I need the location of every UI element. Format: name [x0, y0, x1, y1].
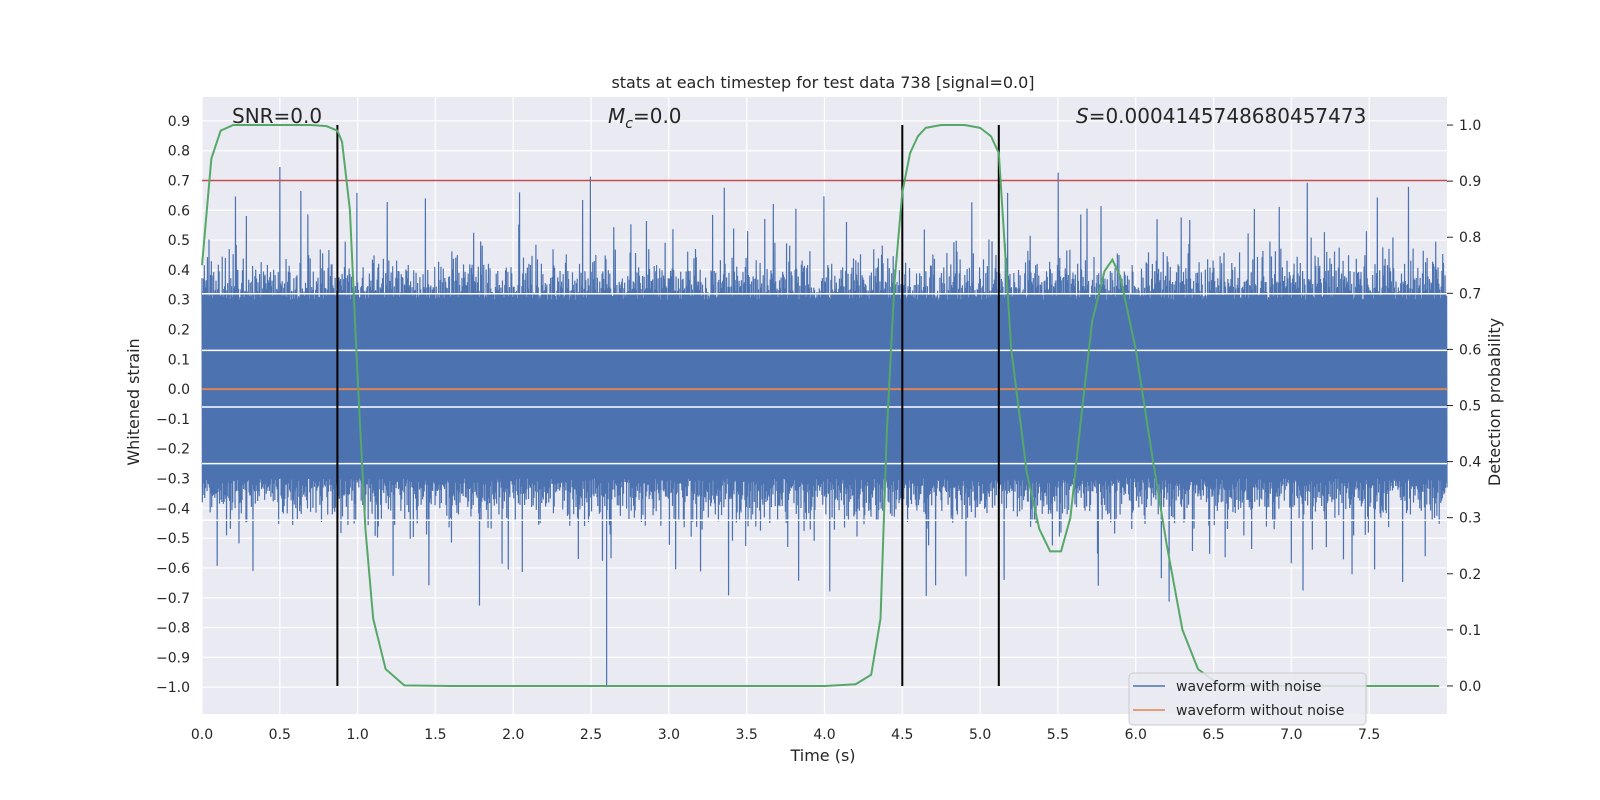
x-tick-label: 6.0	[1125, 727, 1147, 743]
y-left-tick-label: 0.2	[168, 322, 190, 338]
y-right-tick-label: 0.8	[1459, 230, 1481, 246]
y-left-tick-label: −0.6	[156, 561, 190, 577]
detection-probability-line	[201, 124, 1440, 687]
x-tick-label: 4.0	[813, 727, 835, 743]
y-right-tick-label: 0.7	[1459, 286, 1481, 302]
x-tick-label: 1.0	[346, 727, 368, 743]
x-tick-label: 0.5	[269, 727, 291, 743]
x-tick-label: 0.0	[191, 727, 213, 743]
x-tick-label: 3.0	[658, 727, 680, 743]
legend: waveform with noise waveform without noi…	[1128, 672, 1367, 726]
x-tick-label: 7.0	[1280, 727, 1302, 743]
x-tick-label: 6.5	[1202, 727, 1224, 743]
y-right-tick-label: 0.9	[1459, 174, 1481, 190]
y-right-tick-label: 0.5	[1459, 399, 1481, 415]
y-left-tick-label: 0.6	[168, 203, 190, 219]
x-tick-label: 2.5	[580, 727, 602, 743]
y-left-tick-label: 0.7	[168, 173, 190, 189]
y-left-tick-label: 0.5	[168, 233, 190, 249]
legend-label-clean: waveform without noise	[1176, 703, 1344, 719]
y-left-tick-label: 0.3	[168, 293, 190, 309]
y-right-tick-label: 0.4	[1459, 455, 1481, 471]
y-left-tick-label: −0.1	[156, 412, 190, 428]
y-left-tick-label: −0.4	[156, 501, 190, 517]
x-tick-label: 3.5	[736, 727, 758, 743]
y-left-tick-label: −0.8	[156, 621, 190, 637]
y-right-tick-label: 1.0	[1459, 118, 1481, 134]
y-axis-left-label: Whitened strain	[124, 338, 143, 465]
x-tick-label: 4.5	[891, 727, 913, 743]
snr-annotation: SNR=0.0	[232, 104, 322, 128]
y-right-tick-label: 0.3	[1459, 511, 1481, 527]
y-left-tick-label: −0.2	[156, 442, 190, 458]
s-symbol: S	[1076, 104, 1089, 128]
y-right-tick-label: 0.1	[1459, 623, 1481, 639]
mc-subscript: c	[625, 116, 633, 132]
chart-title: stats at each timestep for test data 738…	[611, 73, 1034, 92]
y-left-tick-label: 0.1	[168, 352, 190, 368]
mc-value: =0.0	[633, 104, 682, 128]
y-left-tick-label: 0.0	[168, 382, 190, 398]
y-left-tick-label: −0.3	[156, 472, 190, 488]
x-tick-label: 5.0	[969, 727, 991, 743]
x-tick-label: 5.5	[1047, 727, 1069, 743]
y-axis-right-label: Detection probability	[1485, 318, 1504, 486]
y-left-tick-label: −1.0	[156, 680, 190, 696]
s-annotation: S=0.0004145748680457473	[1076, 104, 1366, 128]
y-left-tick-label: −0.5	[156, 531, 190, 547]
legend-box	[1128, 672, 1367, 726]
plot-area	[201, 97, 1448, 714]
x-tick-label: 2.0	[502, 727, 524, 743]
legend-label-noise: waveform with noise	[1176, 679, 1321, 695]
x-tick-label: 1.5	[424, 727, 446, 743]
y-left-tick-label: 0.9	[168, 114, 190, 130]
mc-annotation: Mc=0.0	[608, 104, 682, 132]
mc-symbol: M	[608, 104, 625, 128]
y-left-tick-label: −0.7	[156, 591, 190, 607]
x-axis-label: Time (s)	[789, 746, 855, 765]
s-value: =0.0004145748680457473	[1089, 104, 1367, 128]
x-tick-label: 7.5	[1358, 727, 1380, 743]
y-right-tick-label: 0.6	[1459, 342, 1481, 358]
y-left-tick-label: 0.8	[168, 144, 190, 160]
y-right-tick-label: 0.0	[1459, 679, 1481, 695]
y-left-tick-label: 0.4	[168, 263, 190, 279]
y-left-tick-label: −0.9	[156, 650, 190, 666]
y-right-tick-label: 0.2	[1459, 567, 1481, 583]
